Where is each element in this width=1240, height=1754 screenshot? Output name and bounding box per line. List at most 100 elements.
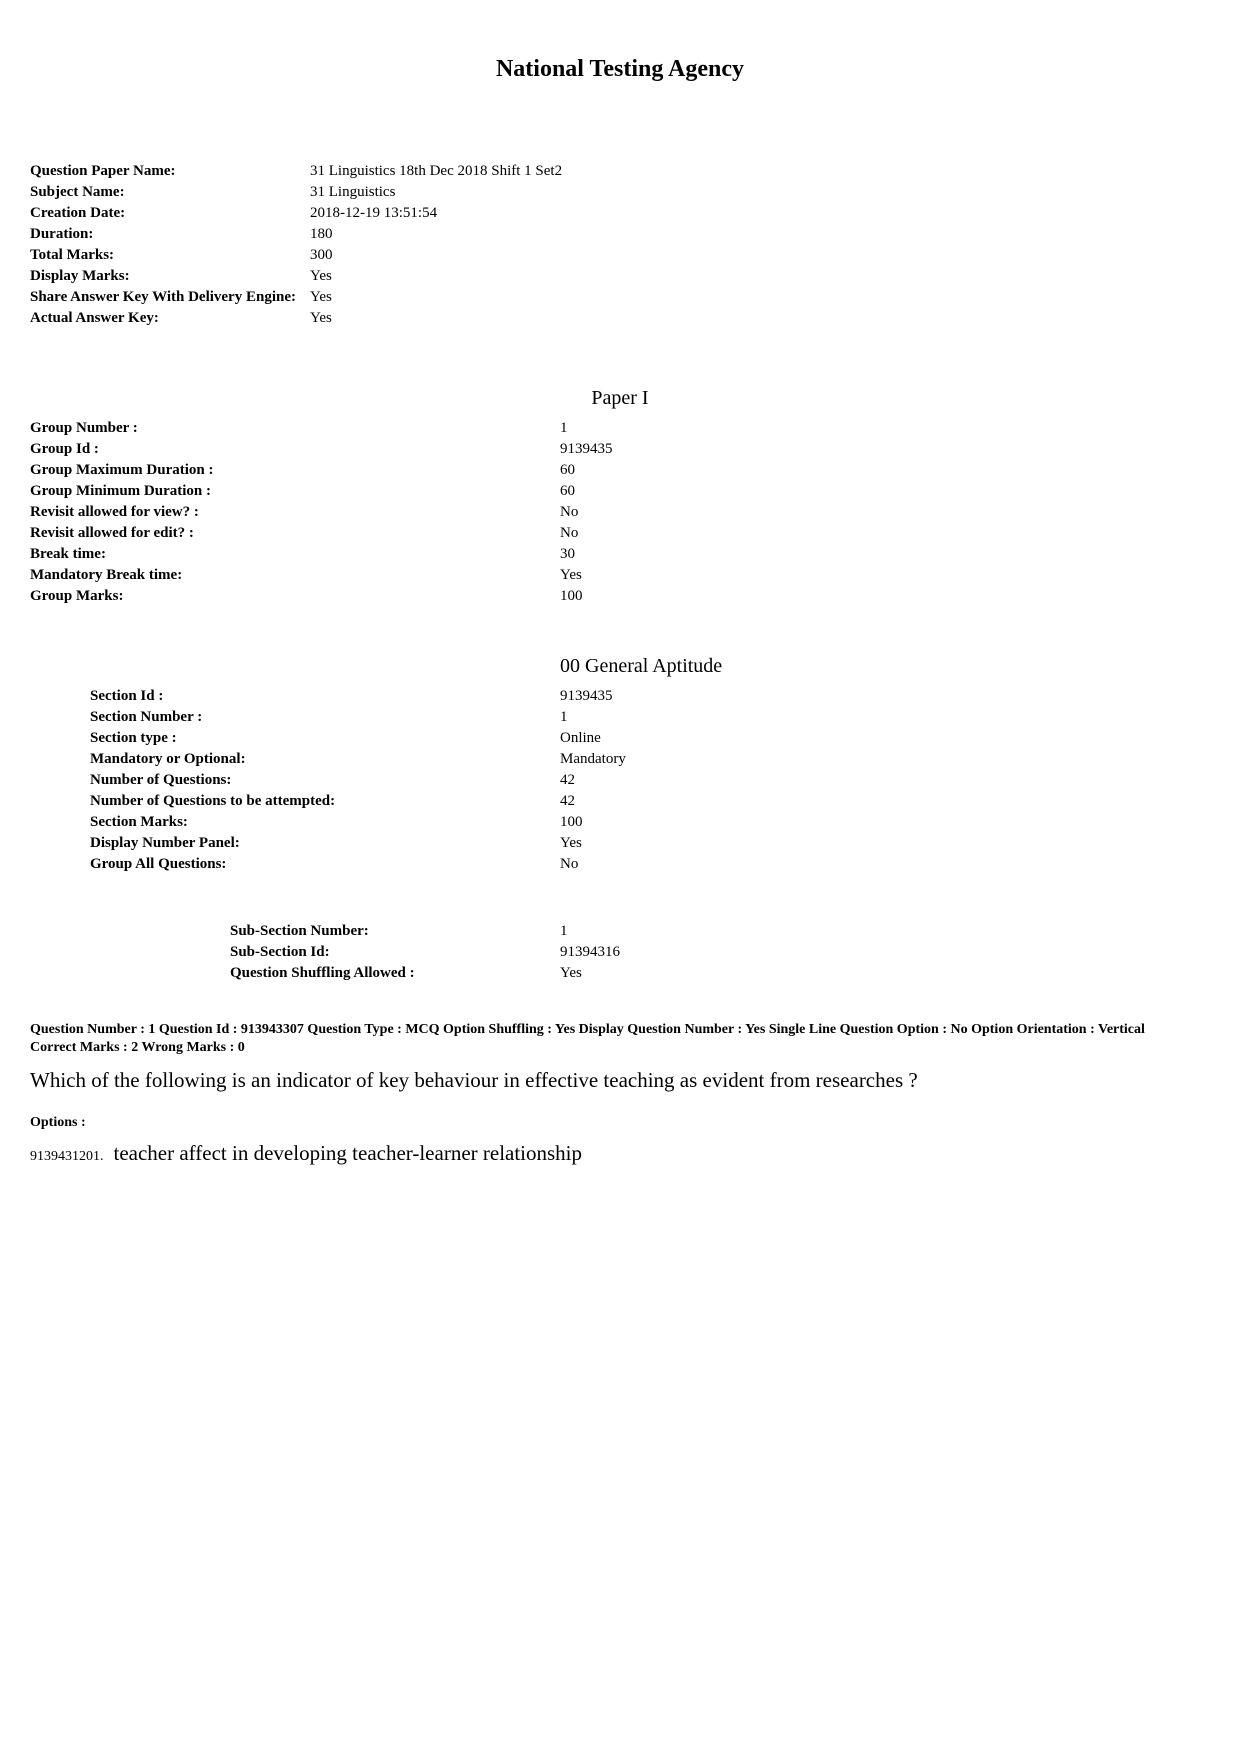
options-label: Options : [30, 1115, 1210, 1131]
section-block: Section Id : 9139435 Section Number : 1 … [30, 688, 1210, 873]
section-row: Display Number Panel: Yes [90, 835, 1210, 852]
paper-info-row: Share Answer Key With Delivery Engine: Y… [30, 289, 1210, 306]
question-text: Which of the following is an indicator o… [30, 1066, 1210, 1095]
value: Yes [560, 835, 1210, 852]
label: Group Number : [30, 420, 560, 437]
value: 42 [560, 772, 1210, 789]
section-row: Section Id : 9139435 [90, 688, 1210, 705]
group-row: Revisit allowed for view? : No [30, 504, 1210, 521]
option-row: 9139431201. teacher affect in developing… [30, 1141, 1210, 1166]
label: Question Paper Name: [30, 163, 310, 180]
value: 42 [560, 793, 1210, 810]
label: Section Marks: [90, 814, 560, 831]
value: Yes [560, 965, 1210, 982]
group-row: Mandatory Break time: Yes [30, 567, 1210, 584]
value: Yes [310, 289, 1210, 306]
label: Sub-Section Number: [230, 923, 560, 940]
question-marks: Correct Marks : 2 Wrong Marks : 0 [30, 1040, 1210, 1056]
label: Group Maximum Duration : [30, 462, 560, 479]
value: No [560, 504, 1210, 521]
subsection-row: Sub-Section Id: 91394316 [230, 944, 1210, 961]
section-row: Section Marks: 100 [90, 814, 1210, 831]
paper-info-row: Total Marks: 300 [30, 247, 1210, 264]
label: Section Number : [90, 709, 560, 726]
subsection-row: Question Shuffling Allowed : Yes [230, 965, 1210, 982]
value: Yes [310, 268, 1210, 285]
subsection-row: Sub-Section Number: 1 [230, 923, 1210, 940]
value: 31 Linguistics [310, 184, 1210, 201]
paper-info-row: Actual Answer Key: Yes [30, 310, 1210, 327]
section-row: Group All Questions: No [90, 856, 1210, 873]
section-row: Section Number : 1 [90, 709, 1210, 726]
paper-info-row: Subject Name: 31 Linguistics [30, 184, 1210, 201]
group-row: Group Maximum Duration : 60 [30, 462, 1210, 479]
label: Section type : [90, 730, 560, 747]
label: Sub-Section Id: [230, 944, 560, 961]
value: 9139435 [560, 688, 1210, 705]
label: Display Number Panel: [90, 835, 560, 852]
group-row: Revisit allowed for edit? : No [30, 525, 1210, 542]
page-title: National Testing Agency [30, 56, 1210, 83]
value: Mandatory [560, 751, 1210, 768]
section-row: Number of Questions to be attempted: 42 [90, 793, 1210, 810]
value: 300 [310, 247, 1210, 264]
section-row: Section type : Online [90, 730, 1210, 747]
label: Creation Date: [30, 205, 310, 222]
value: 31 Linguistics 18th Dec 2018 Shift 1 Set… [310, 163, 1210, 180]
section-heading: 00 General Aptitude [30, 655, 1210, 678]
value: 180 [310, 226, 1210, 243]
paper-info-row: Display Marks: Yes [30, 268, 1210, 285]
label: Display Marks: [30, 268, 310, 285]
group-section: Group Number : 1 Group Id : 9139435 Grou… [30, 420, 1210, 605]
value: 1 [560, 709, 1210, 726]
label: Group Marks: [30, 588, 560, 605]
section-row: Number of Questions: 42 [90, 772, 1210, 789]
label: Section Id : [90, 688, 560, 705]
paper-info-row: Creation Date: 2018-12-19 13:51:54 [30, 205, 1210, 222]
label: Number of Questions: [90, 772, 560, 789]
label: Number of Questions to be attempted: [90, 793, 560, 810]
label: Mandatory or Optional: [90, 751, 560, 768]
group-row: Group Id : 9139435 [30, 441, 1210, 458]
value: Yes [310, 310, 1210, 327]
value: 9139435 [560, 441, 1210, 458]
group-row: Group Marks: 100 [30, 588, 1210, 605]
label: Subject Name: [30, 184, 310, 201]
subsection-block: Sub-Section Number: 1 Sub-Section Id: 91… [30, 923, 1210, 982]
option-text: teacher affect in developing teacher-lea… [114, 1141, 583, 1166]
label: Revisit allowed for edit? : [30, 525, 560, 542]
paper-info-row: Duration: 180 [30, 226, 1210, 243]
label: Break time: [30, 546, 560, 563]
group-row: Break time: 30 [30, 546, 1210, 563]
value: 100 [560, 588, 1210, 605]
label: Total Marks: [30, 247, 310, 264]
group-row: Group Number : 1 [30, 420, 1210, 437]
value: Yes [560, 567, 1210, 584]
value: 1 [560, 420, 1210, 437]
question-meta: Question Number : 1 Question Id : 913943… [30, 1022, 1210, 1038]
label: Group Id : [30, 441, 560, 458]
group-row: Group Minimum Duration : 60 [30, 483, 1210, 500]
question-block: Question Number : 1 Question Id : 913943… [30, 1022, 1210, 1166]
value: 1 [560, 923, 1210, 940]
value: 30 [560, 546, 1210, 563]
paper-info-row: Question Paper Name: 31 Linguistics 18th… [30, 163, 1210, 180]
value: Online [560, 730, 1210, 747]
value: 100 [560, 814, 1210, 831]
label: Actual Answer Key: [30, 310, 310, 327]
value: No [560, 856, 1210, 873]
label: Group Minimum Duration : [30, 483, 560, 500]
value: No [560, 525, 1210, 542]
option-id: 9139431201. [30, 1149, 104, 1165]
value: 60 [560, 483, 1210, 500]
label: Question Shuffling Allowed : [230, 965, 560, 982]
label: Duration: [30, 226, 310, 243]
label: Share Answer Key With Delivery Engine: [30, 289, 310, 306]
label: Revisit allowed for view? : [30, 504, 560, 521]
value: 91394316 [560, 944, 1210, 961]
section-row: Mandatory or Optional: Mandatory [90, 751, 1210, 768]
label: Group All Questions: [90, 856, 560, 873]
value: 60 [560, 462, 1210, 479]
value: 2018-12-19 13:51:54 [310, 205, 1210, 222]
paper-info-section: Question Paper Name: 31 Linguistics 18th… [30, 163, 1210, 327]
